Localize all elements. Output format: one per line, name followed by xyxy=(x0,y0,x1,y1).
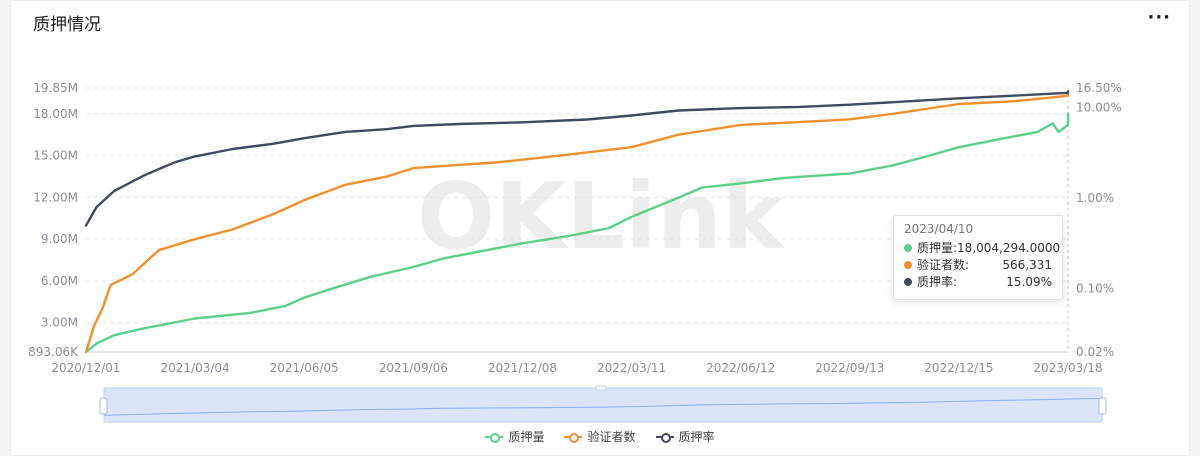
y-right-tick-label: 0.02% xyxy=(1076,345,1114,359)
tooltip-row-rate: 质押率: 15.09% xyxy=(904,273,1052,290)
zoom-slider-track xyxy=(103,387,1103,423)
zoom-slider-preview xyxy=(103,397,1103,416)
y-left-tick-label: 6.00M xyxy=(41,274,78,288)
y-left-tick-label: 15.00M xyxy=(33,149,78,163)
y-right-tick-label: 10.00% xyxy=(1076,101,1122,115)
x-tick-label: 2022/06/12 xyxy=(706,361,775,375)
more-horizontal-icon[interactable]: ··· xyxy=(1147,7,1171,28)
y-right-tick-label: 1.00% xyxy=(1076,191,1114,205)
legend-label: 质押量 xyxy=(508,430,545,444)
tooltip-date: 2023/04/10 xyxy=(904,222,974,236)
y-right-tick-label: 16.50% xyxy=(1076,81,1122,95)
x-tick-label: 2021/09/06 xyxy=(379,361,448,375)
rate-dot-icon xyxy=(904,277,912,286)
tooltip-label: 验证者数: xyxy=(917,258,970,272)
y-left-tick-label: 12.00M xyxy=(33,190,78,204)
x-tick-label: 2021/06/05 xyxy=(270,361,339,375)
y-left-tick-label: 9.00M xyxy=(41,232,78,246)
y-left-tick-label: 18.00M xyxy=(33,107,78,121)
legend-item-rate[interactable]: 质押率 xyxy=(655,428,715,445)
y-left-tick-label: 19.85M xyxy=(33,81,78,95)
zoom-drag-grip xyxy=(595,385,607,391)
series-line-0 xyxy=(84,112,1070,354)
tooltip-label: 质押率: xyxy=(917,275,958,289)
series-line-1 xyxy=(84,91,1070,354)
y-left-tick-label: 3.00M xyxy=(41,316,78,330)
legend-label: 验证者数 xyxy=(587,430,636,444)
chart-tooltip: 2023/04/10 质押量: 18,004,294.0000 验证者数: 56… xyxy=(893,215,1063,300)
y-left-tick-label: 893.06K xyxy=(28,345,79,359)
validators-dot-icon xyxy=(904,260,912,269)
y-right-tick-label: 0.10% xyxy=(1076,282,1114,296)
tooltip-value: 18,004,294.0000 xyxy=(957,240,1061,255)
legend-line-icon xyxy=(485,432,504,443)
tooltip-row-validators: 验证者数: 566,331 xyxy=(904,256,1052,273)
stake-dot-icon xyxy=(904,243,912,252)
x-tick-label: 2021/12/08 xyxy=(488,361,557,375)
chart-legend: 质押量 验证者数 质押率 xyxy=(0,428,1200,445)
x-tick-label: 2021/03/04 xyxy=(161,361,230,375)
legend-item-validators[interactable]: 验证者数 xyxy=(564,428,636,445)
legend-label: 质押率 xyxy=(678,430,715,444)
x-tick-label: 2022/12/15 xyxy=(924,361,993,375)
legend-line-icon xyxy=(655,432,674,443)
zoom-handle-left xyxy=(99,397,108,415)
tooltip-value: 566,331 xyxy=(1002,257,1052,272)
x-tick-label: 2020/12/01 xyxy=(51,361,120,375)
tooltip-row-stake: 质押量: 18,004,294.0000 xyxy=(904,239,1060,256)
series-line-2 xyxy=(84,90,1070,227)
legend-line-icon xyxy=(564,432,583,443)
tooltip-label: 质押量: xyxy=(917,241,958,255)
tooltip-value: 15.09% xyxy=(1006,274,1052,289)
x-tick-label: 2022/09/13 xyxy=(815,361,884,375)
zoom-handle-right xyxy=(1098,397,1107,415)
x-tick-label: 2022/03/11 xyxy=(597,361,666,375)
x-tick-label: 2023/03/18 xyxy=(1033,361,1102,375)
legend-item-stake[interactable]: 质押量 xyxy=(485,428,544,445)
card-title: 质押情况 xyxy=(33,15,101,35)
